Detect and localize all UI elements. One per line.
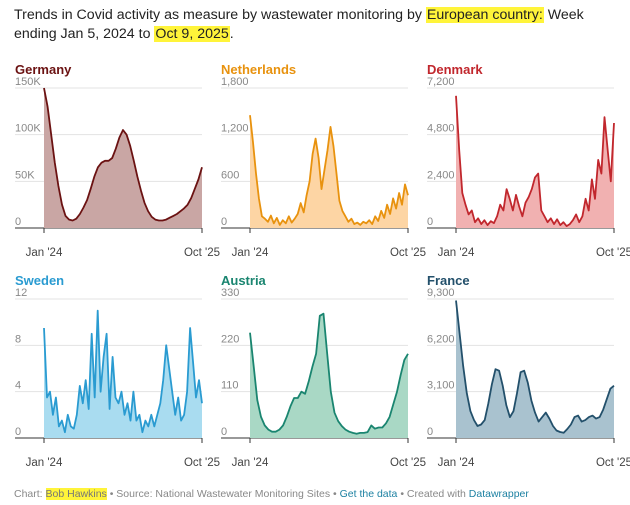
y-tick-label: 6,200: [427, 333, 455, 345]
y-tick-label: 50K: [15, 169, 35, 181]
panel-germany: Germany 0 50K 100K 150K Jan '24 Oct '25: [15, 62, 220, 259]
y-tick-label: 0: [427, 216, 433, 228]
title-highlight-country: European country:: [425, 7, 544, 23]
panel-title-france: France: [427, 273, 470, 288]
y-tick-label: 0: [221, 426, 227, 438]
y-tick-label: 0: [427, 426, 433, 438]
y-tick-label: 1,200: [221, 123, 249, 135]
panel-netherlands: Netherlands 0 600 1,200 1,800 Jan '24 Oct '25: [221, 62, 426, 259]
footer-source: • Source: National Wastewater Monitoring…: [106, 488, 340, 500]
x-tick-label: Jan '24: [438, 457, 475, 469]
datawrapper-link[interactable]: Datawrapper: [468, 488, 529, 500]
y-tick-label: 330: [221, 287, 239, 299]
title-text-3: .: [229, 26, 234, 42]
y-tick-label: 8: [15, 333, 21, 345]
footer-author: Bob Hawkins: [45, 488, 107, 500]
panel-austria: Austria 0 110 220 330 Jan '24 Oct '25: [221, 273, 426, 469]
y-tick-label: 100K: [15, 123, 41, 135]
x-tick-label: Jan '24: [438, 247, 475, 259]
y-tick-label: 4,800: [427, 123, 455, 135]
x-tick-label: Jan '24: [26, 247, 63, 259]
series-line-netherlands: [249, 115, 409, 226]
y-tick-label: 150K: [15, 76, 41, 88]
y-tick-label: 9,300: [427, 287, 455, 299]
series-line-sweden: [43, 309, 203, 434]
series-line-france: [455, 300, 615, 434]
title-text-2: Week ending Jan 5, 2024 to: [14, 7, 584, 42]
x-tick-label: Jan '24: [26, 457, 63, 469]
series-line-denmark: [455, 95, 615, 227]
x-tick-label: Oct '25: [184, 247, 220, 259]
y-tick-label: 220: [221, 333, 239, 345]
x-tick-label: Oct '25: [390, 457, 426, 469]
panel-title-denmark: Denmark: [427, 62, 483, 77]
title-text-1: Trends in Covid activity as measure by w…: [14, 7, 426, 23]
y-tick-label: 0: [15, 426, 21, 438]
panel-title-austria: Austria: [221, 273, 267, 288]
x-tick-label: Oct '25: [184, 457, 220, 469]
panel-france: France 0 3,100 6,200 9,300 Jan '24 Oct '25: [427, 273, 630, 469]
panel-denmark: Denmark 0 2,400 4,800 7,200 Jan '24 Oct '25: [427, 62, 630, 259]
x-tick-label: Oct '25: [596, 457, 630, 469]
y-tick-label: 600: [221, 169, 239, 181]
x-tick-label: Oct '25: [390, 247, 426, 259]
y-tick-label: 1,800: [221, 76, 249, 88]
get-data-link[interactable]: Get the data: [339, 488, 398, 500]
panel-sweden: Sweden 0 4 8 12 Jan '24 Oct '25: [15, 273, 220, 469]
x-tick-label: Oct '25: [596, 247, 630, 259]
footer: Chart: Bob Hawkins • Source: National Wa…: [14, 488, 529, 500]
panel-title-netherlands: Netherlands: [221, 62, 296, 77]
y-tick-label: 7,200: [427, 76, 455, 88]
x-tick-label: Jan '24: [232, 247, 269, 259]
chart-title: Trends in Covid activity as measure by w…: [14, 6, 614, 44]
series-line-austria: [249, 312, 409, 435]
series-line-germany: [43, 87, 203, 222]
area-germany: [44, 88, 202, 228]
area-sweden: [44, 310, 202, 438]
area-france: [456, 300, 614, 438]
area-netherlands: [250, 115, 408, 228]
y-tick-label: 4: [15, 380, 21, 392]
area-denmark: [456, 95, 614, 228]
y-tick-label: 3,100: [427, 380, 455, 392]
panel-title-sweden: Sweden: [15, 273, 64, 288]
title-highlight-date: Oct 9, 2025: [154, 26, 230, 42]
y-tick-label: 0: [15, 216, 21, 228]
footer-chart-label: Chart:: [14, 488, 46, 500]
y-tick-label: 12: [15, 287, 27, 299]
y-tick-label: 2,400: [427, 169, 455, 181]
panel-title-germany: Germany: [15, 62, 72, 77]
y-tick-label: 110: [221, 380, 239, 392]
y-tick-label: 0: [221, 216, 227, 228]
footer-created-with: • Created with: [397, 488, 469, 500]
x-tick-label: Jan '24: [232, 457, 269, 469]
